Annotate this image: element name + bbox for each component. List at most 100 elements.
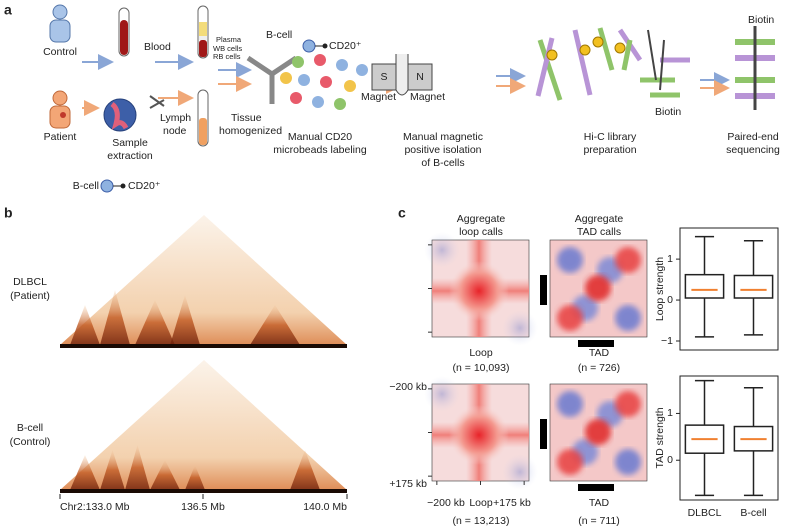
icon — [322, 43, 328, 49]
track-label: B-cell — [17, 422, 43, 434]
y-tick-label: 0 — [667, 454, 673, 466]
loop-corner — [502, 454, 538, 490]
hic-maps — [60, 215, 347, 493]
label: Loop — [469, 347, 493, 359]
icon — [103, 98, 137, 132]
label: node — [163, 125, 187, 137]
hic-map — [60, 360, 347, 490]
y-tick-label: 1 — [667, 407, 673, 419]
label: (n = 13,213) — [453, 515, 510, 527]
loop-corner — [424, 376, 460, 412]
aggregate-maps — [424, 232, 648, 491]
title: TAD calls — [577, 226, 621, 238]
label: WB cells — [213, 44, 242, 53]
beads — [546, 36, 626, 61]
tad-blob — [615, 391, 641, 417]
axis-label: +175 kb — [389, 478, 427, 490]
label: TAD — [589, 347, 610, 359]
icon — [120, 183, 126, 189]
icon — [647, 29, 665, 91]
label: TAD — [589, 497, 610, 509]
tad-bar — [540, 275, 547, 305]
plot-frame — [679, 375, 779, 501]
sequencing — [735, 26, 775, 110]
y-axis-label: TAD strength — [654, 407, 666, 468]
panel-label: c — [398, 205, 406, 221]
label: Biotin — [655, 106, 681, 118]
panel-b: b DLBCL (Patient) B-cell (Control) Chr2:… — [4, 205, 348, 513]
track-label: (Control) — [10, 436, 51, 448]
label: Manual CD20 — [288, 131, 352, 143]
magnet — [371, 63, 397, 91]
axis-label: 140.0 Mb — [303, 501, 347, 513]
box — [733, 274, 774, 299]
cells — [280, 54, 368, 110]
tad-bar — [578, 484, 614, 491]
axis-label: +175 kb — [493, 497, 531, 509]
hic-domain — [185, 465, 205, 490]
label: extraction — [107, 150, 153, 162]
hic-domain — [100, 450, 125, 490]
panel-a: a Control Blood Plasma WB cells RB cells… — [4, 2, 780, 193]
hic-domain — [100, 290, 130, 345]
loop-center — [449, 405, 509, 465]
label: (n = 10,093) — [453, 362, 510, 374]
label: Manual magnetic — [403, 131, 483, 143]
tad-blob — [615, 305, 641, 331]
label: positive isolation — [404, 144, 481, 156]
y-axis-label: Loop strength — [654, 257, 666, 321]
loop-center — [449, 261, 509, 321]
axis-label: 136.5 Mb — [181, 501, 225, 513]
label: B-cell — [266, 29, 292, 41]
label: sequencing — [726, 144, 780, 156]
magnet — [407, 63, 433, 91]
label: Magnet — [410, 91, 445, 103]
label: of B-cells — [421, 157, 464, 169]
title: Aggregate — [457, 213, 506, 225]
column — [395, 54, 409, 96]
tad-blob — [615, 247, 641, 273]
icon — [246, 55, 298, 104]
hic-domain — [150, 460, 180, 490]
axis-label: Chr2:133.0 Mb — [60, 501, 130, 513]
icon — [49, 19, 71, 43]
track-label: DLBCL — [13, 276, 47, 288]
icon — [52, 90, 68, 106]
label: RB cells — [213, 52, 241, 61]
plot-frame — [679, 227, 779, 351]
label: preparation — [583, 144, 636, 156]
axis-label: −200 kb — [389, 381, 427, 393]
label: B-cell — [73, 180, 99, 192]
label: Sample — [112, 137, 148, 149]
icon — [199, 36, 207, 40]
y-tick-label: 1 — [667, 253, 673, 265]
label: microbeads labeling — [273, 144, 367, 156]
hic-domain — [250, 305, 300, 345]
label: Hi-C library — [584, 131, 637, 143]
hic-domain — [170, 295, 200, 345]
y-tick-label: −1 — [661, 335, 673, 347]
hic-domain — [125, 445, 150, 490]
icon — [199, 22, 207, 36]
icon — [52, 4, 68, 20]
axis-label: −200 kb — [427, 497, 465, 509]
label: Control — [43, 46, 77, 58]
tad-blob — [557, 305, 583, 331]
panel-label: b — [4, 205, 13, 221]
icon — [199, 118, 207, 145]
label: Blood — [144, 41, 171, 53]
label: Lymph — [160, 112, 191, 124]
label: (n = 726) — [578, 362, 620, 374]
label: CD20⁺ — [128, 180, 161, 192]
tad-bar — [540, 419, 547, 449]
label: Tissue — [231, 112, 262, 124]
icon — [120, 20, 128, 55]
x-tick-label: B-cell — [740, 507, 766, 519]
icon — [100, 179, 114, 193]
icon — [149, 95, 165, 109]
loop-corner — [502, 310, 538, 346]
panel-c: c Aggregate loop calls Aggregate TAD cal… — [389, 205, 779, 527]
icon — [49, 105, 71, 129]
panel-label: a — [4, 2, 12, 18]
